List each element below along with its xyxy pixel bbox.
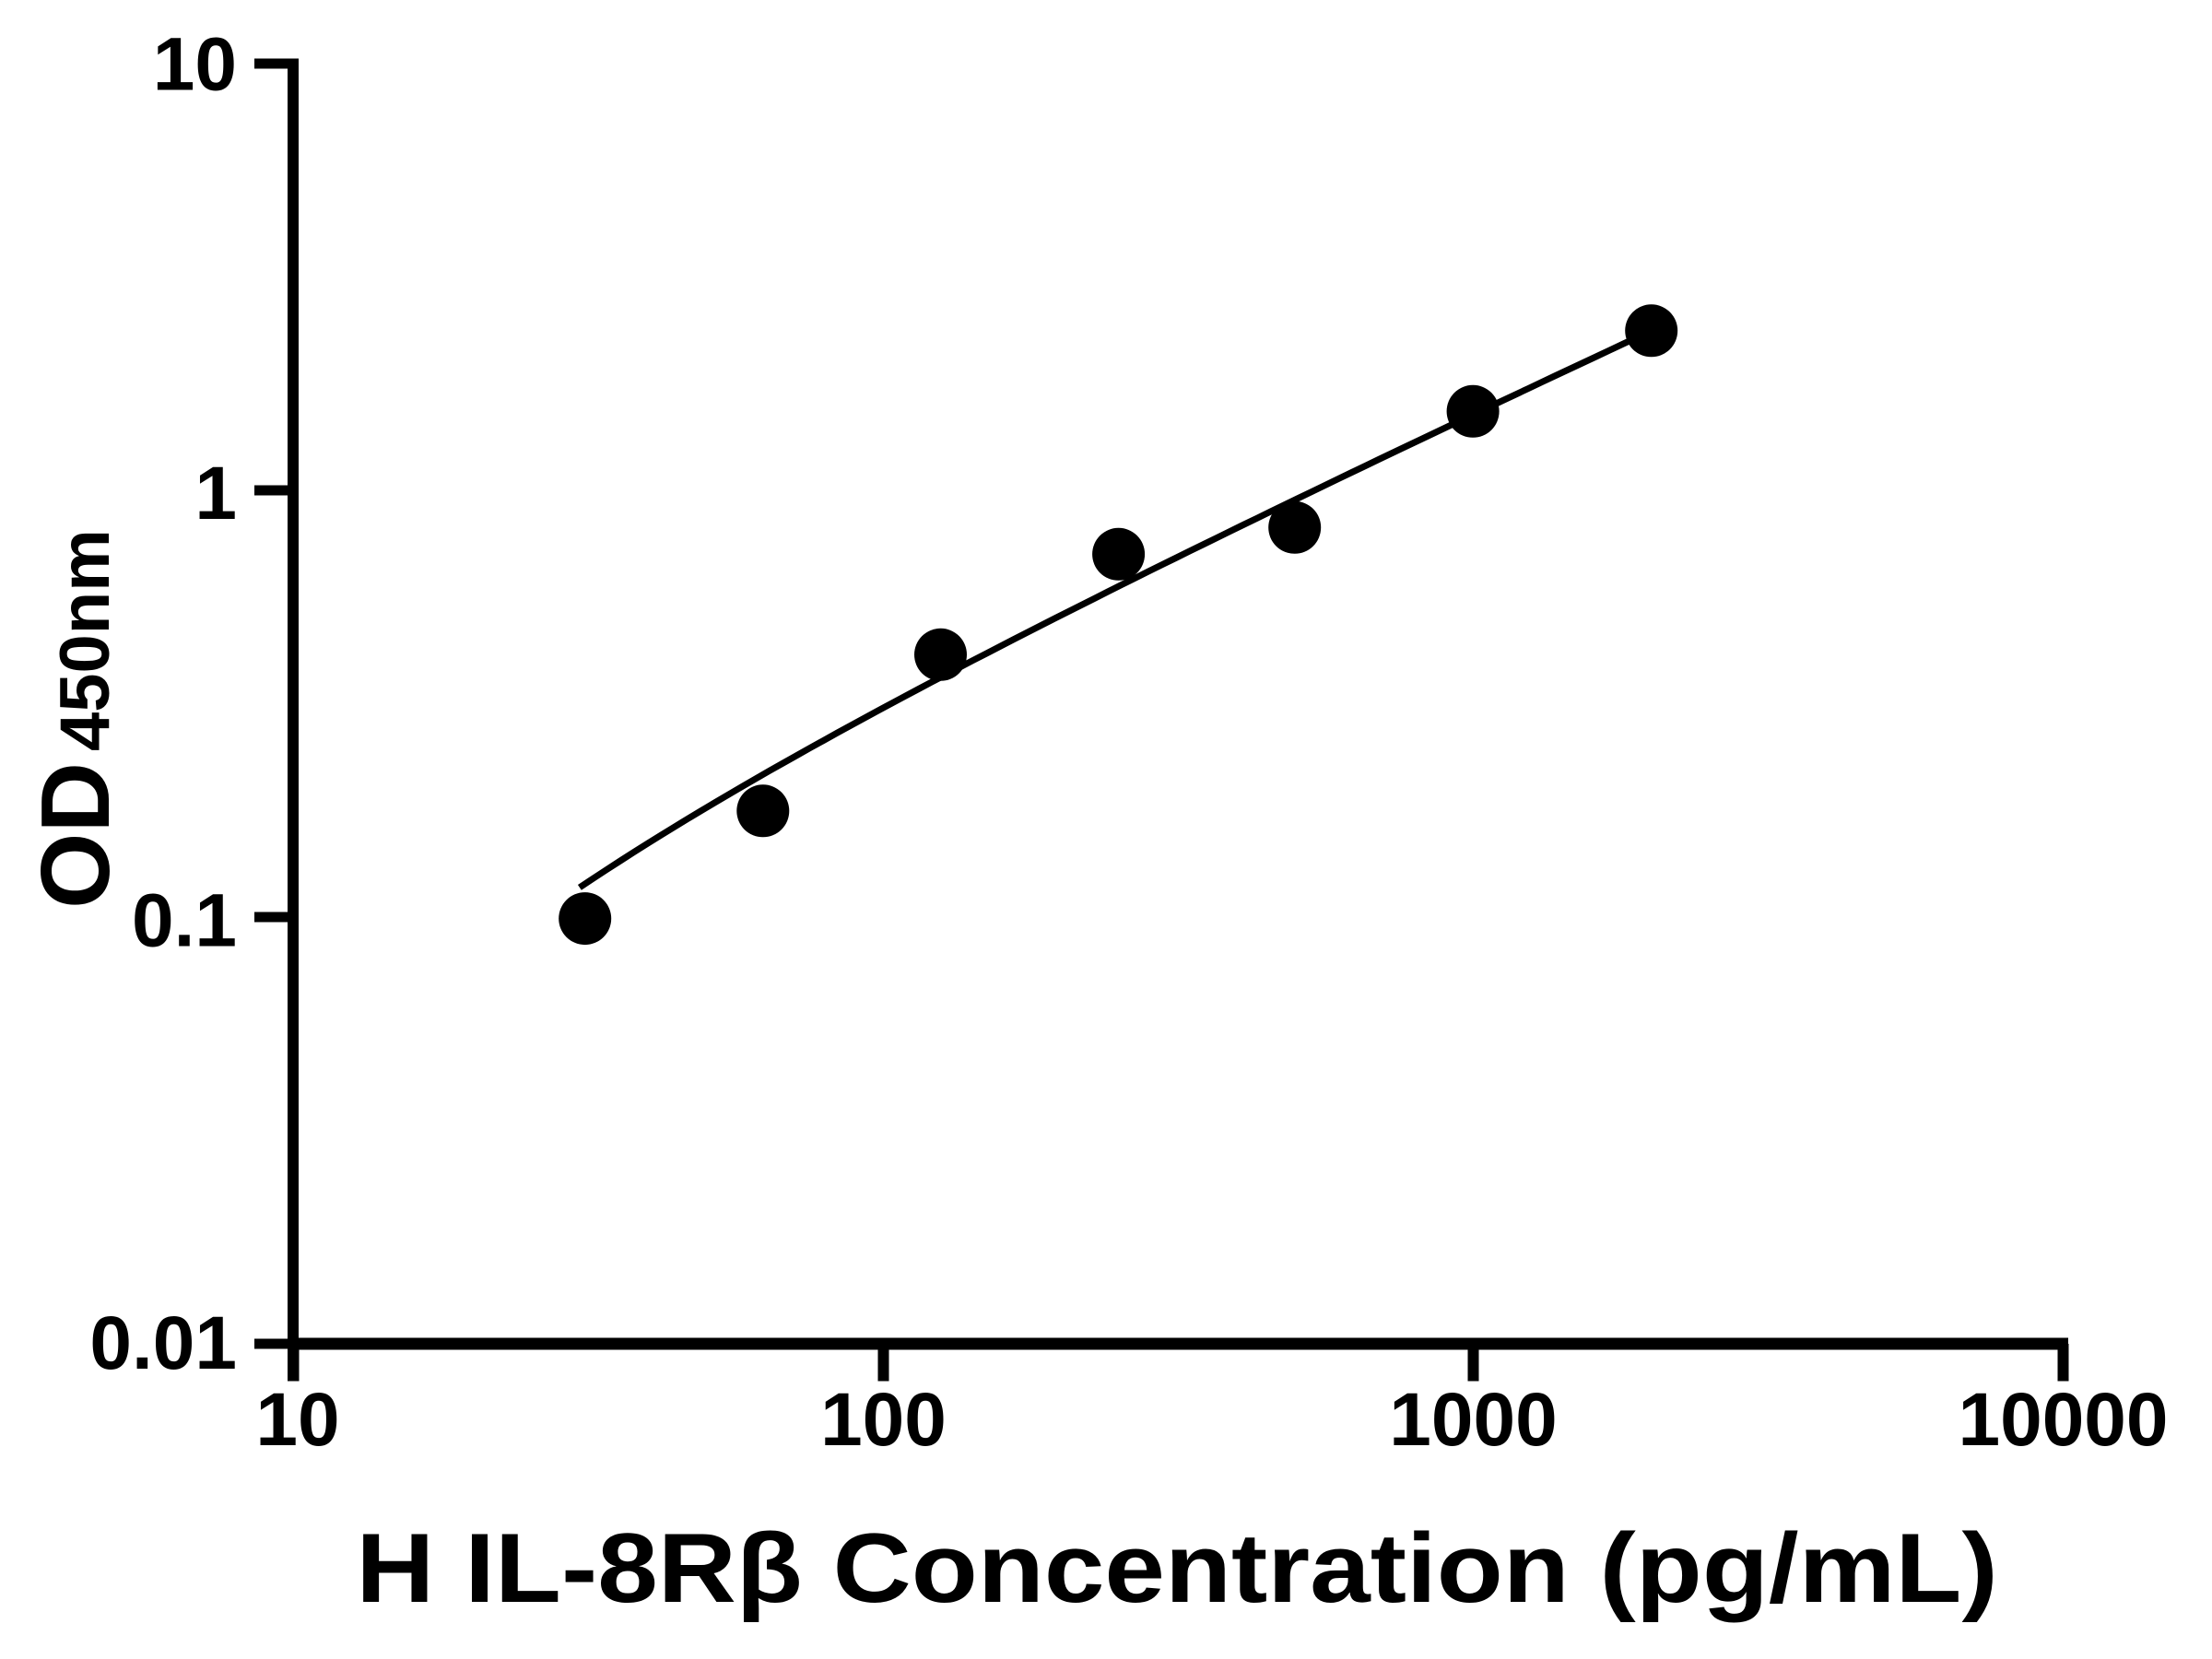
svg-text:1: 1 bbox=[194, 452, 237, 535]
svg-text:100: 100 bbox=[820, 1378, 947, 1462]
svg-text:10000: 10000 bbox=[1958, 1378, 2168, 1462]
svg-text:0.1: 0.1 bbox=[132, 879, 237, 963]
svg-text:H IL-8Rβ Concentration (pg/mL): H IL-8Rβ Concentration (pg/mL) bbox=[356, 1512, 1997, 1623]
svg-text:10: 10 bbox=[255, 1378, 339, 1462]
svg-text:0.01: 0.01 bbox=[89, 1301, 237, 1385]
svg-text:10: 10 bbox=[153, 23, 237, 107]
svg-text:1000: 1000 bbox=[1389, 1378, 1557, 1462]
